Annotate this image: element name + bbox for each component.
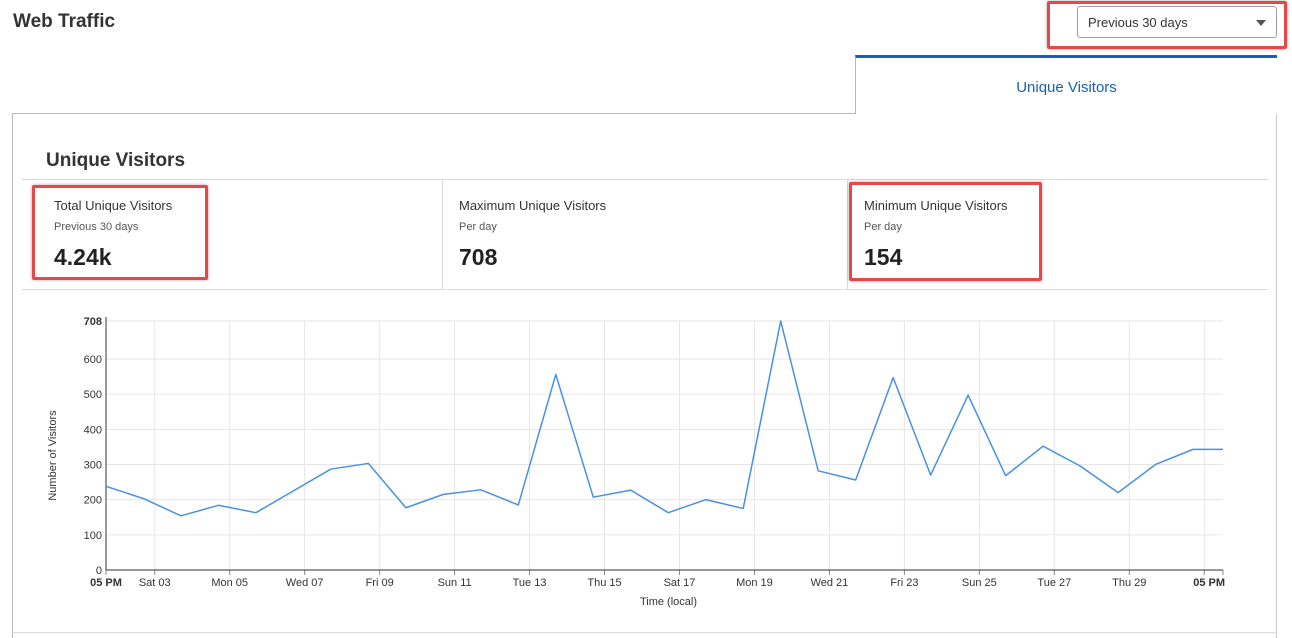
y-tick-label: 400 [84,424,102,436]
highlight-min-visitors [849,182,1042,281]
x-axis-title: Time (local) [640,596,697,608]
stat-max-visitors: Maximum Unique Visitors Per day 708 [442,180,847,290]
highlight-total-visitors [32,185,208,280]
panel-border-right [1276,57,1277,638]
date-range-select[interactable]: Previous 30 days [1077,6,1277,38]
x-tick-label: Fri 09 [366,577,394,589]
chart-grid [106,320,1223,570]
chart-series [105,320,1223,517]
y-tick-label: 200 [84,495,102,507]
chevron-down-icon [1256,20,1266,26]
y-tick-label: 300 [84,459,102,471]
panel-bottom-border [12,632,1277,633]
stat-subtitle: Previous 30 days [54,221,139,233]
stat-min-visitors: Minimum Unique Visitors Per day 154 [847,180,1268,290]
unique-visitors-chart: 0 100 200 300 400 500 600 708 05 PM Sat 03 Mon 05 W… [47,316,1225,608]
stat-value: 154 [864,244,903,270]
stat-value: 708 [459,244,498,270]
page-title: Web Traffic [13,11,116,32]
highlight-date-range [1047,1,1287,49]
y-tick-label: 600 [84,354,102,366]
y-tick-label: 500 [84,389,102,401]
date-range-value: Previous 30 days [1088,15,1188,30]
x-tick-label: Thu 29 [1112,577,1146,589]
x-tick-label: Tue 13 [513,577,547,589]
x-tick-label: Thu 15 [587,577,621,589]
stat-value: 4.24k [54,244,112,270]
y-tick-label: 100 [84,530,102,542]
x-tick-label: Mon 05 [211,577,248,589]
y-tick-label: 0 [96,565,102,577]
tab-strip-border [12,113,856,114]
x-tick-label: 05 PM [90,577,122,589]
series-line [105,320,1223,517]
x-tick-label: 05 PM [1193,577,1225,589]
x-tick-label: Fri 23 [890,577,918,589]
stats-row: Total Unique Visitors Previous 30 days 4… [22,179,1268,290]
stat-title: Maximum Unique Visitors [459,198,607,213]
stat-subtitle: Per day [459,221,497,233]
stat-total-visitors: Total Unique Visitors Previous 30 days 4… [22,180,442,290]
tab-unique-visitors[interactable]: Unique Visitors [855,55,1277,114]
x-tick-label: Wed 21 [811,577,849,589]
y-axis-title: Number of Visitors [47,410,59,501]
chart-axes [105,317,1224,575]
chart-labels: 0 100 200 300 400 500 600 708 05 PM Sat 03 Mon 05 W… [47,316,1225,608]
x-tick-label: Wed 07 [286,577,324,589]
section-title: Unique Visitors [46,150,186,171]
stat-title: Minimum Unique Visitors [864,198,1008,213]
x-tick-label: Sun 25 [962,577,997,589]
x-tick-label: Mon 19 [736,577,773,589]
x-tick-label: Sat 17 [664,577,696,589]
panel-border-left [12,113,13,638]
x-tick-label: Tue 27 [1037,577,1071,589]
y-tick-label: 708 [84,316,102,328]
stat-subtitle: Per day [864,221,902,233]
stat-title: Total Unique Visitors [54,198,173,213]
x-tick-label: Sun 11 [438,577,472,589]
tab-label: Unique Visitors [1016,79,1117,96]
x-tick-label: Sat 03 [139,577,171,589]
